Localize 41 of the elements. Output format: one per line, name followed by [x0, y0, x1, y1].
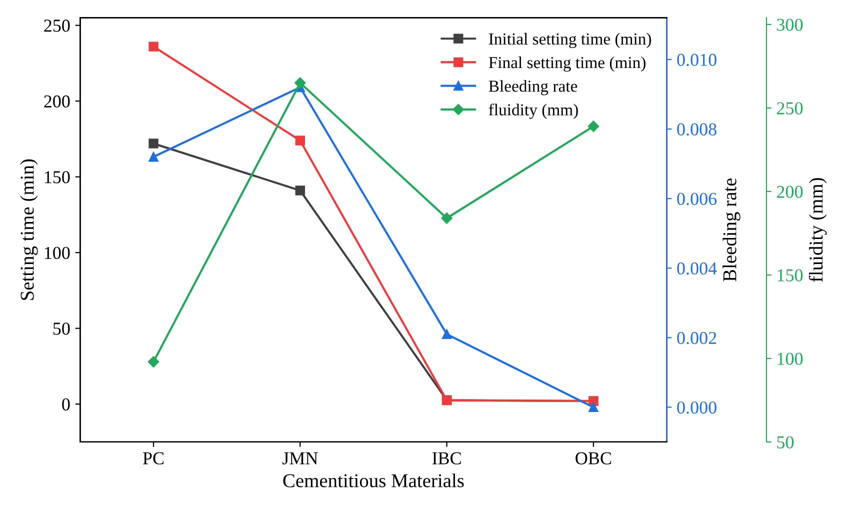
x-tick-label: IBC	[432, 452, 461, 464]
legend-label: fluidity (mm)	[488, 104, 578, 119]
y-tick-label: 250	[44, 20, 70, 32]
y2-tick-label: 0.002	[677, 332, 716, 344]
y3-axis-title: fluidity (mm)	[808, 178, 827, 282]
y3-tick-label: 150	[778, 269, 803, 282]
y3-tick-label: 50	[777, 436, 794, 448]
point	[148, 42, 158, 52]
x-tick-label: JMN	[282, 452, 318, 464]
y2-tick-label: 0.010	[677, 54, 716, 66]
y3-tick-label: 250	[776, 102, 803, 114]
x-axis-title: Cementitious Materials	[283, 474, 464, 488]
x-tick-label: PC	[142, 452, 164, 464]
y2-tick-label: 0.006	[677, 192, 717, 206]
point	[442, 329, 452, 340]
legend-label: Bleeding rate	[488, 80, 578, 96]
point	[148, 152, 158, 162]
point	[148, 356, 160, 368]
point	[148, 138, 158, 148]
legend-label: Initial setting time (min)	[488, 32, 652, 48]
y2-axis-title: Bleeding rate	[722, 178, 740, 282]
y3-tick-label: 100	[778, 352, 803, 365]
point	[588, 402, 598, 412]
point	[588, 120, 600, 132]
x-tick-label: OBC	[576, 452, 612, 464]
y-axis-title: Setting time (min)	[20, 159, 38, 300]
y2-tick-label: 0.008	[677, 123, 716, 136]
point	[294, 77, 306, 89]
y-tick-label: 50	[53, 322, 70, 335]
y-tick-label: 0	[62, 398, 70, 411]
y-tick-label: 150	[44, 171, 70, 184]
y3-tick-label: 300	[777, 18, 803, 31]
y-tick-label: 100	[44, 246, 70, 260]
point	[295, 136, 306, 146]
y2-tick-label: 0.000	[677, 401, 716, 414]
y-tick-label: 200	[44, 95, 70, 108]
y3-tick-label: 200	[776, 186, 803, 198]
point	[441, 212, 452, 224]
point	[295, 186, 306, 196]
legend-label: Final setting time (min)	[488, 56, 646, 72]
y2-tick-label: 0.004	[677, 262, 717, 275]
